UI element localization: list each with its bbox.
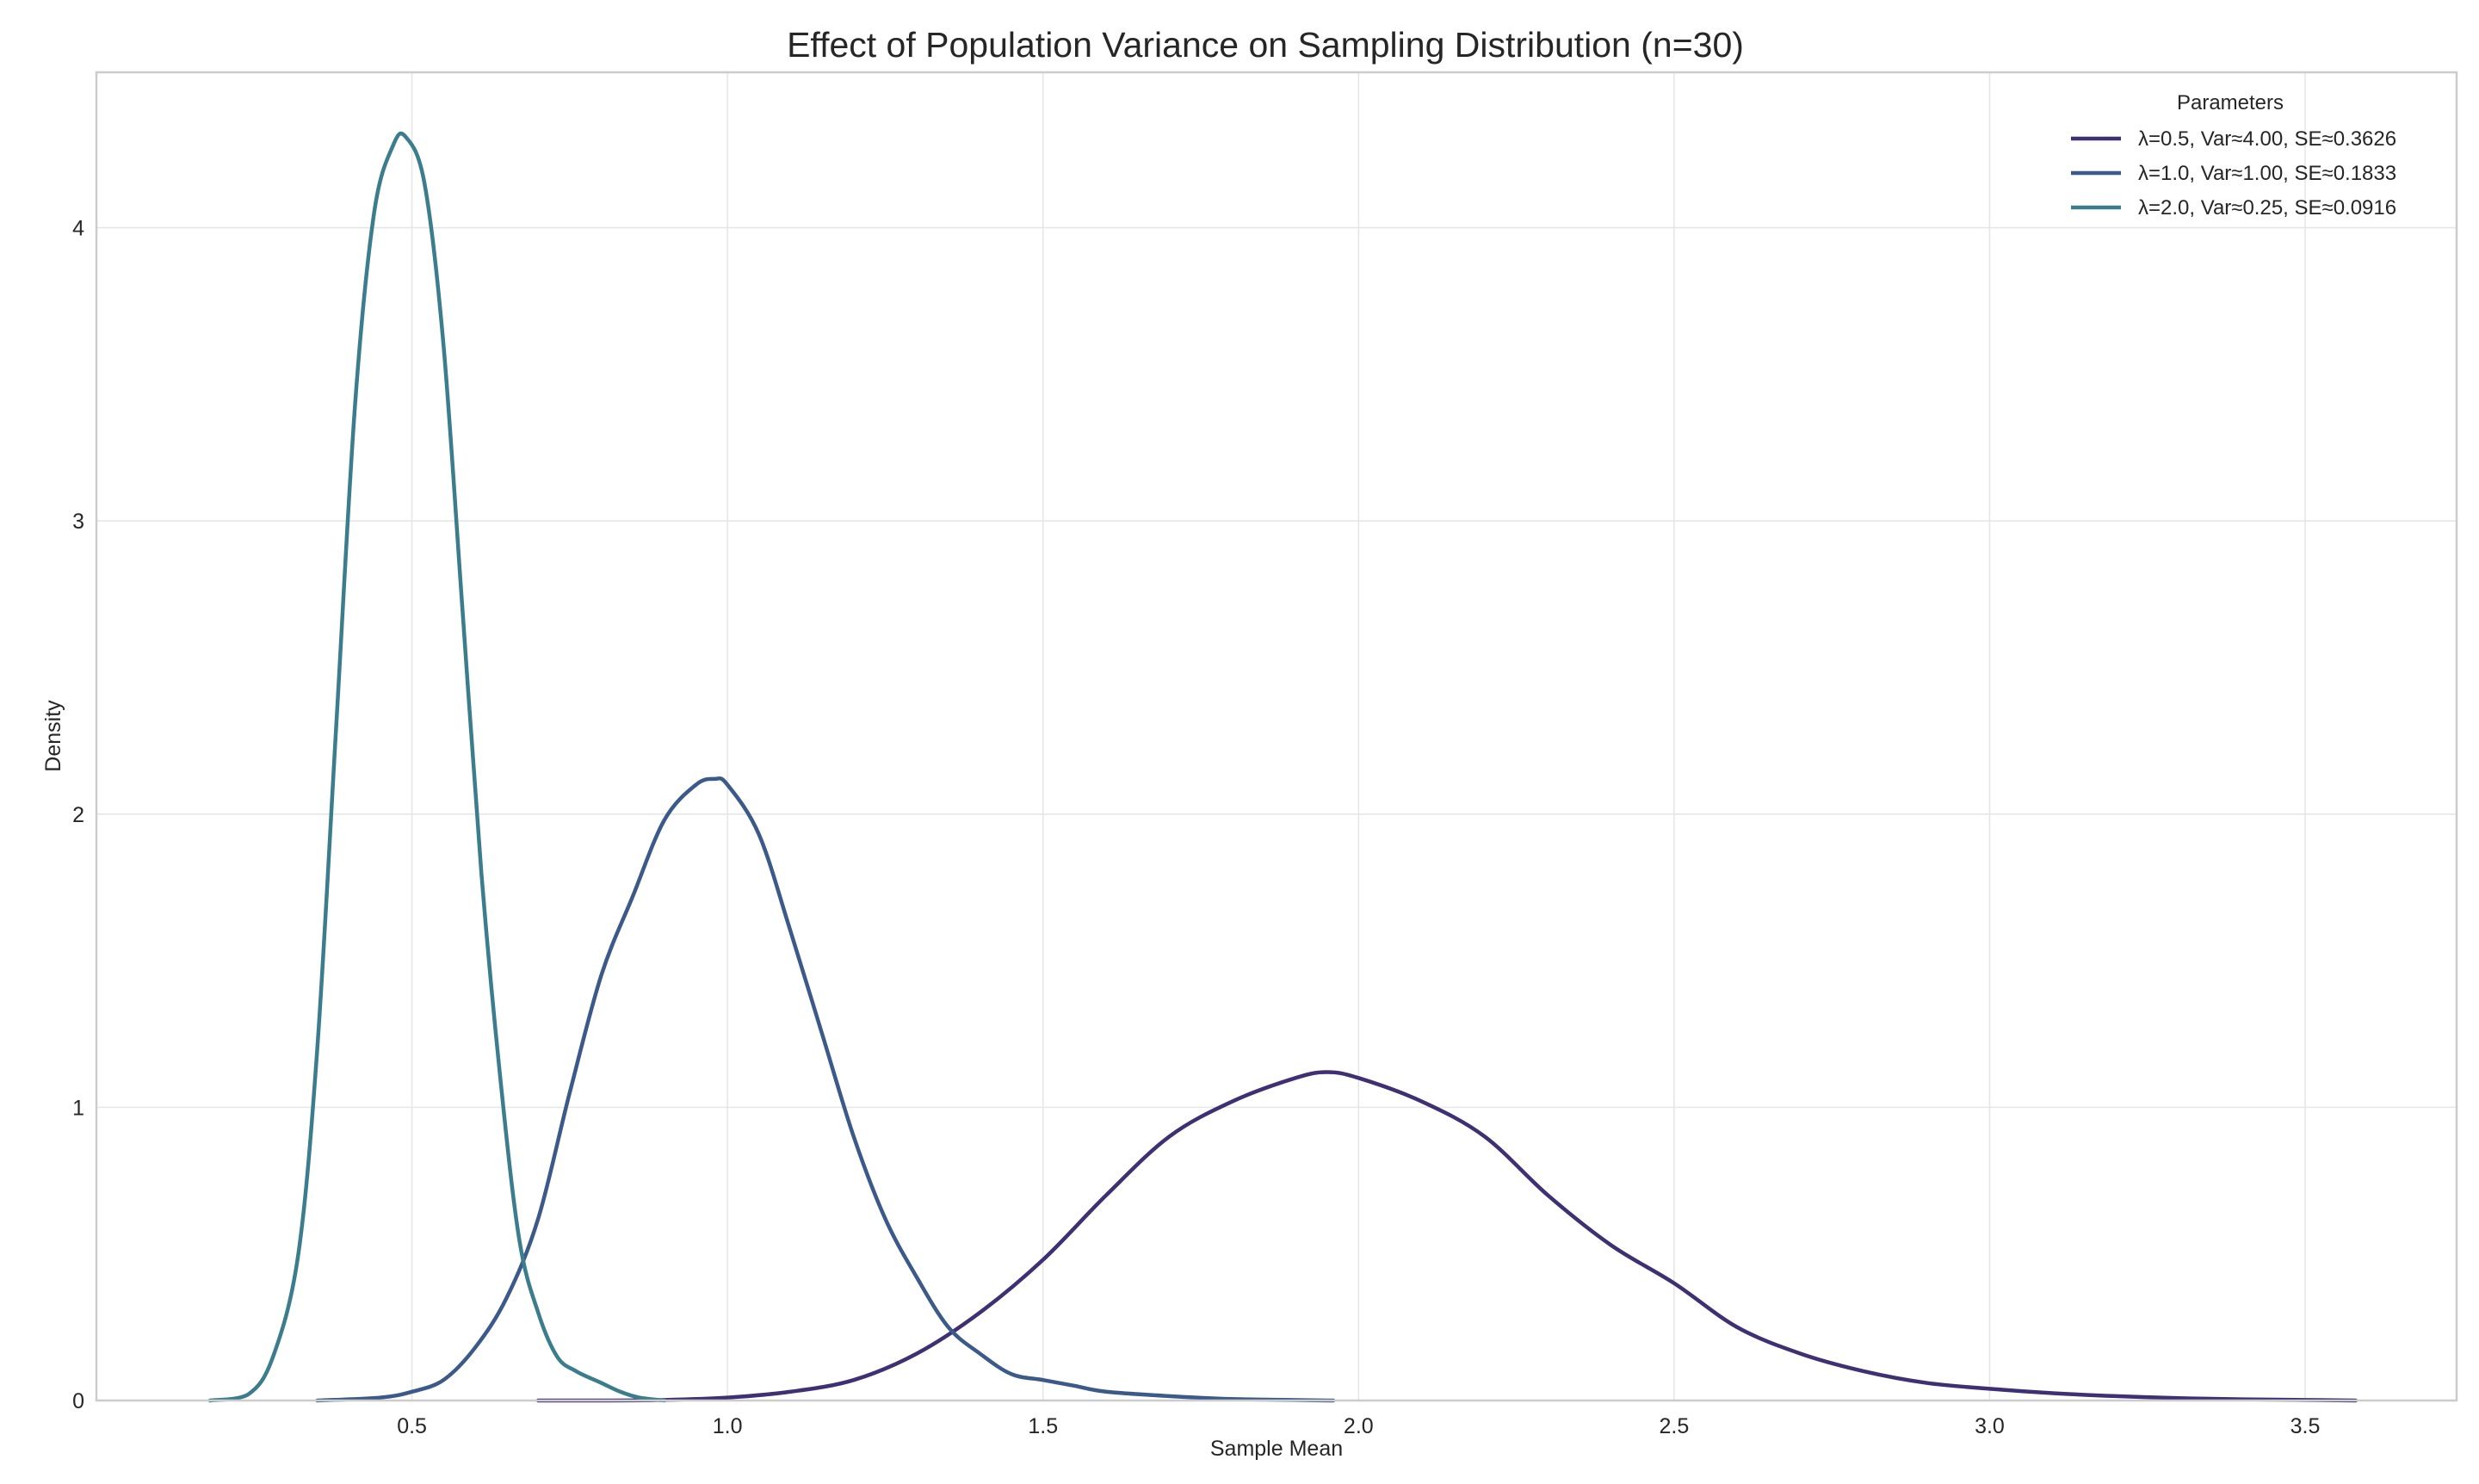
x-tick-label: 0.5: [397, 1414, 427, 1438]
legend: Parameters λ=0.5, Var≈4.00, SE≈0.3626 λ=1…: [2071, 91, 2396, 220]
legend-label-3: λ=2.0, Var≈0.25, SE≈0.0916: [2138, 196, 2396, 220]
y-tick-label: 4: [72, 217, 84, 241]
y-tick-label: 3: [72, 510, 84, 534]
chart-title: Effect of Population Variance on Samplin…: [787, 25, 1744, 65]
x-axis-title: Sample Mean: [1210, 1437, 1343, 1461]
series-line-1: [535, 1070, 2358, 1403]
x-tick-label: 1.5: [1028, 1414, 1058, 1438]
y-tick-label: 0: [72, 1389, 84, 1413]
x-tick-label: 3.5: [2290, 1414, 2321, 1438]
series-layer: [207, 131, 2358, 1403]
plot-frame: [95, 71, 2458, 1402]
legend-title: Parameters: [2177, 91, 2284, 114]
y-tick-label: 2: [72, 803, 84, 827]
x-tick-label: 2.5: [1660, 1414, 1690, 1438]
legend-items: λ=0.5, Var≈4.00, SE≈0.3626 λ=1.0, Var≈1.0…: [2071, 127, 2396, 220]
tick-layer: 0.5 1.0 1.5 2.0 2.5 3.0 3.5 0 1 2 3 4: [72, 217, 2320, 1438]
x-tick-label: 3.0: [1975, 1414, 2005, 1438]
legend-label-2: λ=1.0, Var≈1.00, SE≈0.1833: [2138, 162, 2396, 185]
series-line-2: [315, 776, 1336, 1403]
x-tick-label: 2.0: [1344, 1414, 1374, 1438]
y-tick-label: 1: [72, 1096, 84, 1120]
x-tick-label: 1.0: [713, 1414, 743, 1438]
grid-layer: [96, 72, 2457, 1401]
legend-label-1: λ=0.5, Var≈4.00, SE≈0.3626: [2138, 127, 2396, 151]
series-line-3: [207, 131, 667, 1403]
y-axis-title: Density: [41, 700, 65, 772]
